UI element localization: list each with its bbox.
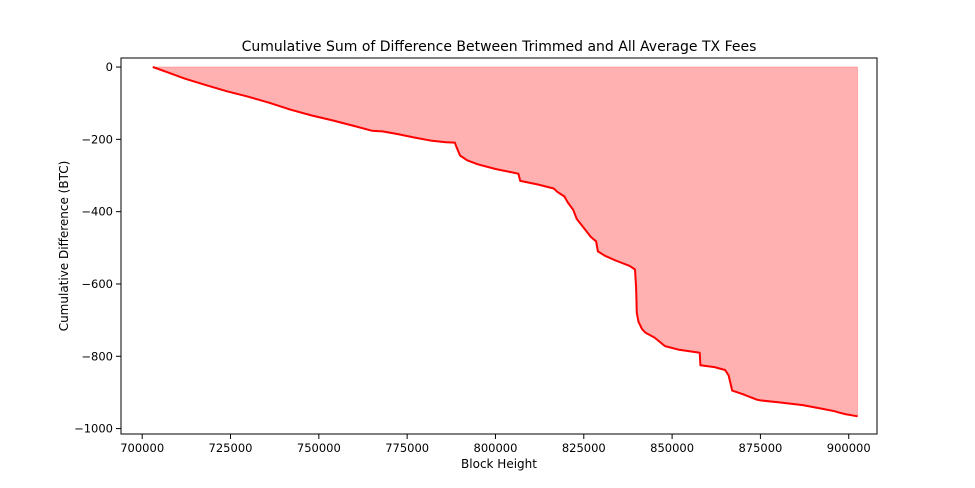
y-tick-label: −600: [81, 277, 113, 291]
y-tick-label: −800: [81, 349, 113, 363]
y-tick-label: 0: [106, 60, 113, 74]
x-tick-label: 800000: [474, 441, 518, 455]
x-tick-label: 775000: [385, 441, 429, 455]
y-tick-label: −400: [81, 205, 113, 219]
chart-title: Cumulative Sum of Difference Between Tri…: [242, 39, 757, 55]
y-tick-label: −200: [81, 132, 113, 146]
x-tick-label: 725000: [209, 441, 253, 455]
y-axis: 0 −200 −400 −600 −800 −1000: [74, 60, 121, 436]
x-tick-label: 900000: [827, 441, 871, 455]
y-axis-label: Cumulative Difference (BTC): [57, 161, 71, 332]
x-tick-label: 825000: [562, 441, 606, 455]
plot-area: [152, 66, 859, 418]
x-tick-label: 700000: [120, 441, 164, 455]
x-tick-label: 875000: [738, 441, 782, 455]
x-tick-label: 850000: [650, 441, 694, 455]
plot-frame: [120, 57, 878, 435]
x-tick-label: 750000: [297, 441, 341, 455]
x-axis-label: Block Height: [461, 457, 537, 471]
y-tick-label: −1000: [74, 422, 113, 436]
x-axis: 700000 725000 750000 775000 800000 825000 8500…: [120, 434, 871, 455]
series-line: [152, 66, 858, 418]
